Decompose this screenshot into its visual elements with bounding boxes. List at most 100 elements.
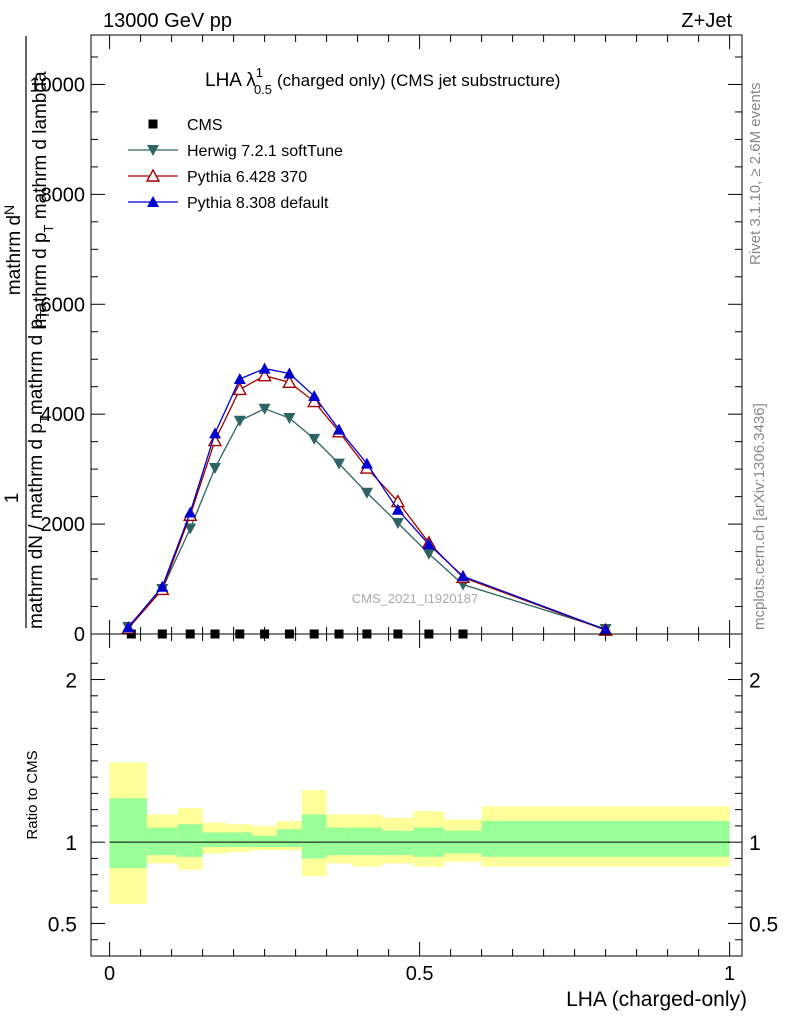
main-ylabel-middle-rest: mathrm d lambda <box>30 71 51 225</box>
rivet-label: Rivet 3.1.10, ≥ 2.6M events <box>747 83 764 266</box>
ratio-band-inner <box>382 830 414 856</box>
data-point-pythia8 <box>599 623 612 635</box>
legend-label: Pythia 8.308 default <box>187 195 329 212</box>
data-point-herwig <box>391 517 404 529</box>
legend-label: Herwig 7.2.1 softTune <box>187 143 343 160</box>
main-ylabel-numerator-sup: N <box>1 205 17 215</box>
ratio-ytick-label: 0.5 <box>48 913 77 936</box>
series-pythia8 <box>122 362 612 635</box>
data-point-herwig <box>233 415 246 427</box>
plot-title-rest: (charged only) (CMS jet substructure) <box>277 71 560 90</box>
ratio-ytick-label: 1 <box>65 832 77 855</box>
ratio-band-inner <box>326 827 352 856</box>
analysis-watermark: CMS_2021_I1920187 <box>352 591 479 606</box>
data-point-pythia8 <box>156 580 169 592</box>
ratio-plot-frame <box>90 633 743 957</box>
data-point-pythia6 <box>257 368 272 382</box>
main-ylabel-middle-sub: T <box>41 224 56 232</box>
legend-marker-pythia6 <box>145 168 161 182</box>
data-point-pythia8 <box>209 427 221 439</box>
plot-title-sup: 1 <box>256 65 263 80</box>
x-tick-label: 1 <box>724 963 735 985</box>
plot-title-main: LHA λ <box>205 70 256 91</box>
main-ylabel: 1 mathrm dN mathrm d pT mathrm d lambda … <box>1 36 56 629</box>
x-tick-label: 0.5 <box>406 963 434 985</box>
series-line-pythia8 <box>127 367 606 631</box>
ratio-ytick-label-right: 0.5 <box>749 913 778 936</box>
data-point-pythia8 <box>391 503 404 515</box>
main-axis-ticks: 0 2000 4000 6000 8000 10000 <box>29 35 742 646</box>
data-point-pythia8 <box>184 506 197 518</box>
ratio-band-inner <box>481 821 730 857</box>
legend-item-pythia6: Pythia 6.428 370 <box>128 168 307 186</box>
ratio-axis-ticks: 0.5 0.5 1 1 2 2 <box>48 662 778 941</box>
data-point-herwig <box>333 458 345 470</box>
series-line-pythia6 <box>127 375 606 631</box>
header-energy: 13000 GeV pp <box>103 10 232 32</box>
data-point-herwig <box>422 548 435 560</box>
legend-item-cms: CMS <box>148 117 223 134</box>
ratio-band-inner <box>202 832 228 848</box>
legend-label: Pythia 6.428 370 <box>187 169 307 186</box>
data-point-pythia8 <box>122 621 135 633</box>
plot-title-sub: 0.5 <box>254 82 272 97</box>
legend: CMS Herwig 7.2.1 softTune Pythia 6.428 370… <box>128 117 343 212</box>
ratio-band-inner <box>177 824 203 857</box>
main-ylabel-top: 1 <box>2 493 23 504</box>
data-point-pythia8 <box>258 362 271 374</box>
main-ytick-label: 8000 <box>41 184 86 206</box>
mcplots-label: mcplots.cern.ch [arXiv:1306.3436] <box>751 403 768 630</box>
main-ylabel-denominator: mathrm dN / mathrm d pTmathrm d pT <box>26 311 52 629</box>
data-point-pythia8 <box>333 423 345 435</box>
main-ylabel-denominator-sub2: T <box>37 311 52 319</box>
main-ytick-label: 4000 <box>41 404 86 426</box>
legend-marker-cms <box>148 119 158 129</box>
main-ytick-label: 10000 <box>29 74 85 96</box>
x-axis-ticks: 0 0.5 1 <box>104 634 735 985</box>
ratio-band-inner <box>301 814 327 859</box>
main-ylabel-denominator-text: mathrm dN / mathrm d p <box>26 423 47 629</box>
legend-item-herwig: Herwig 7.2.1 softTune <box>128 143 343 160</box>
main-ylabel-middle: mathrm d pT mathrm d lambda <box>30 71 56 329</box>
data-point-pythia6 <box>282 374 297 389</box>
data-point-pythia8 <box>360 457 373 469</box>
ratio-bands <box>109 762 730 904</box>
main-ytick-label: 6000 <box>41 294 86 316</box>
x-axis-label: LHA (charged-only) <box>566 988 747 1011</box>
main-ylabel-numerator: mathrm dN <box>1 205 25 295</box>
data-point-herwig <box>308 433 321 445</box>
plot-title: LHA λ1 0.5 (charged only) (CMS jet substru… <box>205 65 560 97</box>
data-point-pythia8 <box>308 390 321 402</box>
data-point-pythia8 <box>457 570 469 582</box>
data-point-pythia8 <box>283 367 296 379</box>
data-point-herwig <box>283 413 296 425</box>
ratio-ytick-label-right: 1 <box>749 832 761 855</box>
ratio-ylabel: Ratio to CMS <box>24 750 41 839</box>
main-ytick-label: 0 <box>74 624 85 646</box>
data-point-herwig <box>209 463 221 475</box>
header-process: Z+Jet <box>681 10 732 32</box>
ratio-band-inner <box>252 835 277 848</box>
legend-label: CMS <box>187 117 223 134</box>
legend-marker-pythia8 <box>147 196 159 207</box>
data-point-herwig <box>184 523 197 535</box>
ratio-band-inner <box>146 827 178 856</box>
legend-marker-herwig <box>147 145 159 156</box>
main-ylabel-numerator-text: mathrm d <box>4 215 25 295</box>
main-ylabel-denominator-rest: mathrm d p <box>26 319 47 415</box>
ratio-ytick-label-right: 2 <box>749 670 761 693</box>
data-point-herwig <box>360 487 373 499</box>
data-point-pythia6 <box>232 381 247 396</box>
x-tick-label: 0 <box>104 963 115 985</box>
data-point-pythia8 <box>233 373 246 385</box>
main-ylabel-denominator-sub: T <box>37 415 52 423</box>
main-ylabel-middle-text: mathrm d p <box>30 232 51 328</box>
ratio-band-inner <box>277 829 302 848</box>
ratio-ytick-label: 2 <box>65 670 77 693</box>
data-point-pythia8 <box>422 538 435 550</box>
ratio-band-inner <box>351 827 383 856</box>
legend-item-pythia8: Pythia 8.308 default <box>128 195 329 212</box>
data-point-herwig <box>258 403 271 415</box>
ratio-band-inner <box>109 798 147 869</box>
